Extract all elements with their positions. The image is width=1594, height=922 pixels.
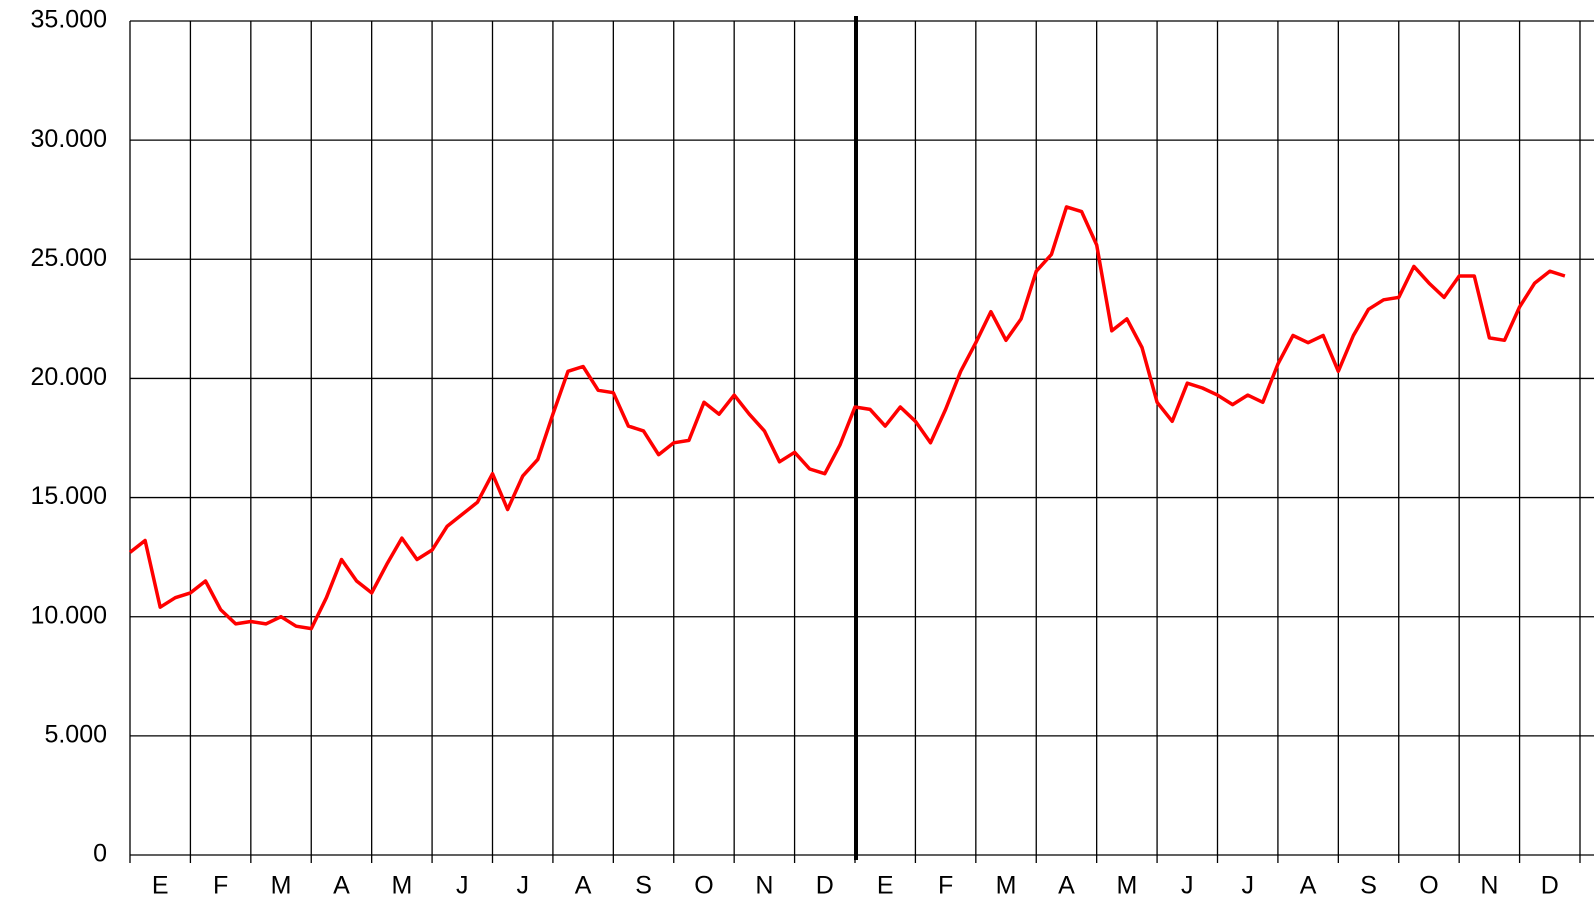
y-tick-label: 30.000 [31, 125, 107, 153]
x-tick-label: M [1116, 872, 1137, 900]
y-tick-label: 35.000 [31, 6, 107, 34]
x-tick-label: S [635, 872, 652, 900]
y-tick-label: 0 [93, 840, 107, 868]
x-tick-label: E [877, 872, 894, 900]
data-line [128, 205, 1566, 631]
x-tick-label: J [516, 872, 529, 900]
x-tick-label: M [391, 872, 412, 900]
y-tick-label: 5.000 [44, 720, 107, 748]
x-tick-label: O [1419, 872, 1438, 900]
x-tick-label: F [213, 872, 228, 900]
x-tick-label: S [1360, 872, 1377, 900]
x-tick-label: D [816, 872, 834, 900]
x-tick-label: A [1300, 872, 1317, 900]
x-tick-label: A [333, 872, 350, 900]
y-tick-label: 25.000 [31, 244, 107, 272]
x-tick-label: E [152, 872, 169, 900]
x-tick-label: D [1541, 872, 1559, 900]
x-tick-label: M [996, 872, 1017, 900]
x-tick-label: J [1181, 872, 1194, 900]
y-tick-label: 10.000 [31, 601, 107, 629]
x-tick-label: N [755, 872, 773, 900]
x-tick-label: J [456, 872, 469, 900]
x-tick-label: A [575, 872, 592, 900]
x-tick-label: M [271, 872, 292, 900]
y-tick-label: 15.000 [31, 482, 107, 510]
x-tick-label: A [1058, 872, 1075, 900]
x-tick-label: N [1480, 872, 1498, 900]
x-tick-label: F [938, 872, 953, 900]
x-tick-label: J [1241, 872, 1254, 900]
x-tick-label: O [694, 872, 713, 900]
y-tick-label: 20.000 [31, 363, 107, 391]
